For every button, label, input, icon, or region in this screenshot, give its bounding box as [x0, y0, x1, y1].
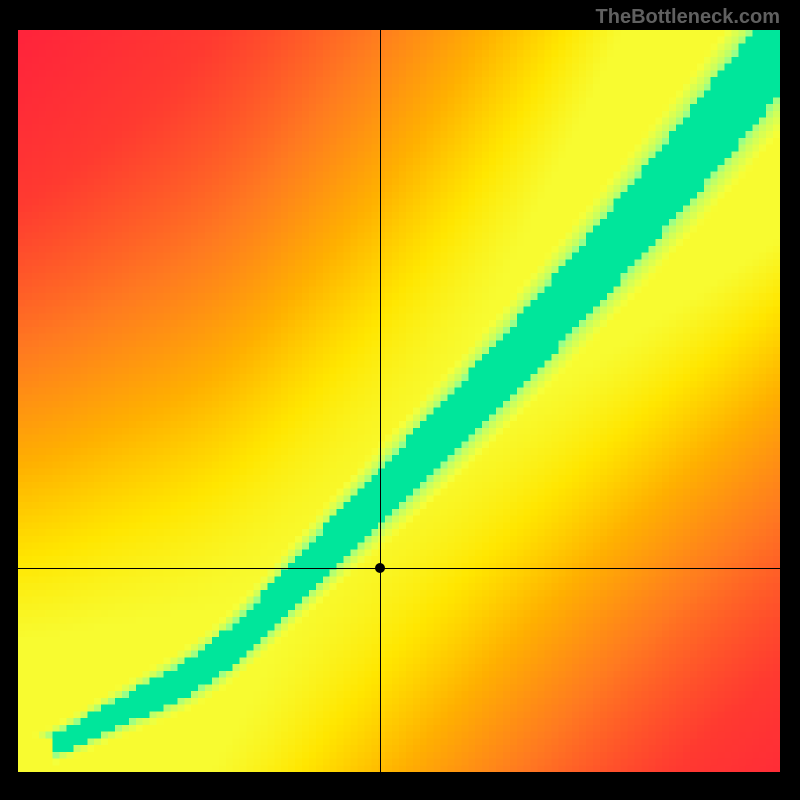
watermark-text: TheBottleneck.com	[596, 6, 780, 29]
heatmap-canvas	[18, 30, 780, 772]
marker-dot	[375, 563, 385, 573]
crosshair-vertical	[380, 30, 381, 772]
chart-container: TheBottleneck.com	[0, 0, 800, 800]
heatmap-plot-area	[18, 30, 780, 772]
crosshair-horizontal	[18, 568, 780, 569]
